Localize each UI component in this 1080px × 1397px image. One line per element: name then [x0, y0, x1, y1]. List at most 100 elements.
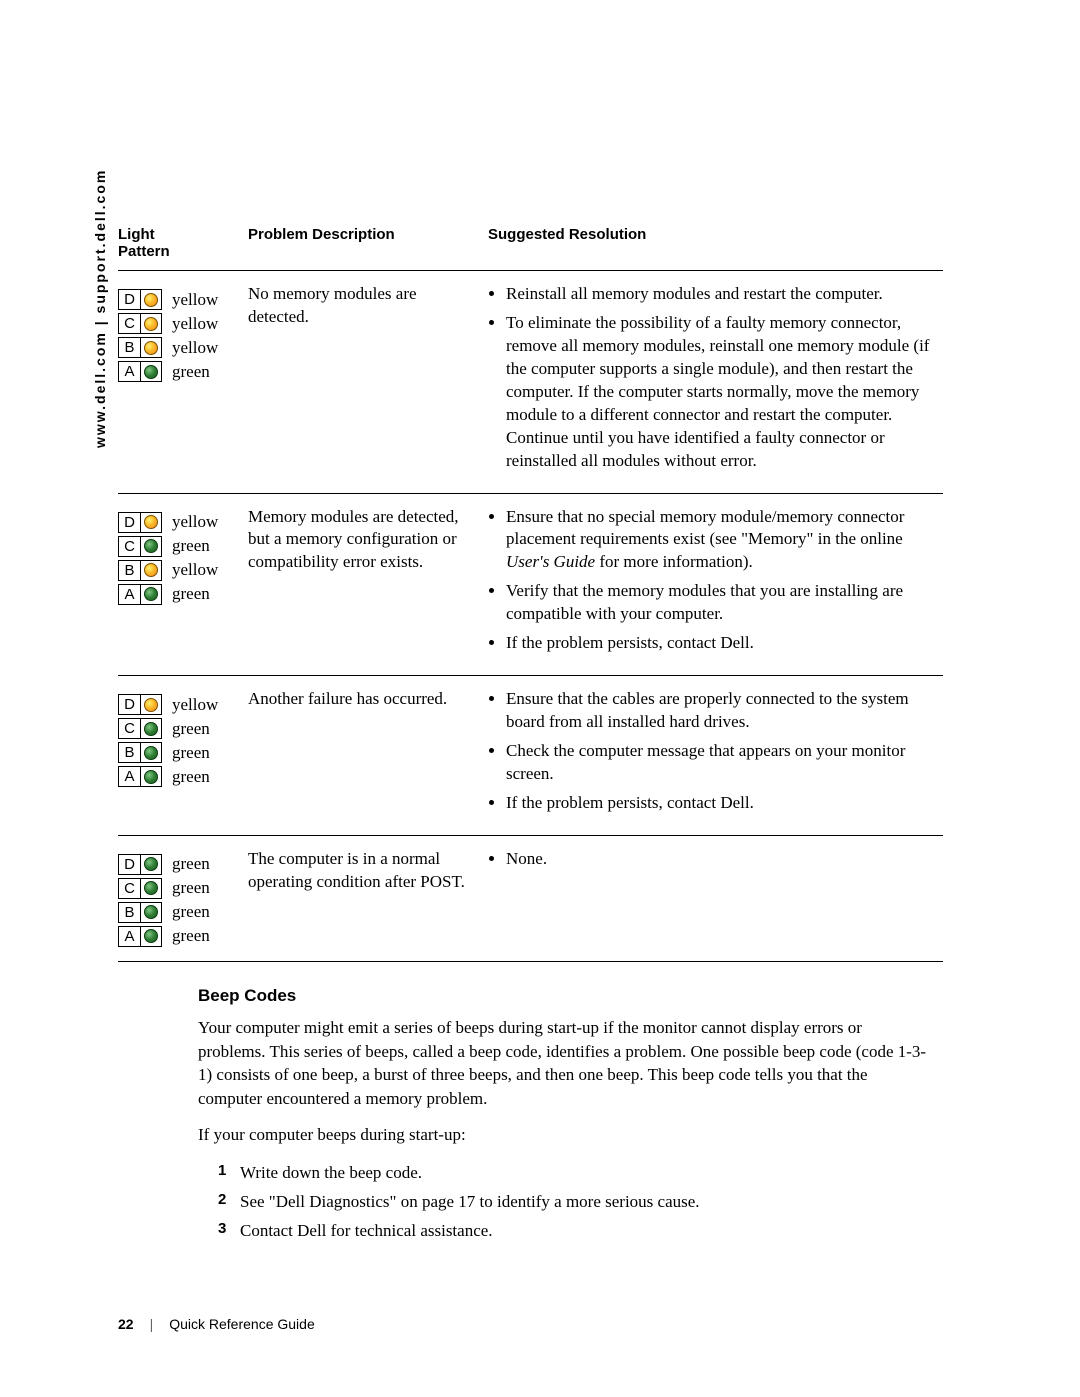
led-box: [140, 742, 162, 763]
th-pattern: Pattern: [118, 243, 170, 260]
led-box: [140, 766, 162, 787]
th-resolution: Suggested Resolution: [488, 226, 943, 271]
problem-cell: The computer is in a normal operating co…: [248, 835, 488, 961]
led-label: B: [118, 902, 140, 923]
led-color-name: yellow: [164, 695, 224, 715]
green-led-icon: [144, 929, 158, 943]
problem-text: No memory modules are detected.: [248, 283, 480, 329]
led-color-name: yellow: [164, 512, 224, 532]
problem-cell: Another failure has occurred.: [248, 676, 488, 836]
resolution-item: Check the computer message that appears …: [506, 740, 935, 786]
footer-title: Quick Reference Guide: [169, 1316, 315, 1332]
beep-steps: 1Write down the beep code.2See "Dell Dia…: [198, 1159, 928, 1245]
th-light-pattern: Light Pattern: [118, 226, 248, 271]
led-label: A: [118, 766, 140, 787]
resolution-list: Ensure that the cables are properly conn…: [488, 688, 935, 815]
resolution-item: Ensure that no special memory module/mem…: [506, 506, 935, 575]
step-item: 2See "Dell Diagnostics" on page 17 to id…: [218, 1188, 928, 1215]
green-led-icon: [144, 365, 158, 379]
led-color-name: green: [164, 926, 224, 946]
led-box: [140, 536, 162, 557]
led-label: B: [118, 560, 140, 581]
green-led-icon: [144, 722, 158, 736]
led-color-name: green: [164, 536, 224, 556]
led-box: [140, 926, 162, 947]
resolution-list: Reinstall all memory modules and restart…: [488, 283, 935, 473]
step-text: See "Dell Diagnostics" on page 17 to ide…: [240, 1188, 700, 1215]
yellow-led-icon: [144, 317, 158, 331]
led-color-name: green: [164, 584, 224, 604]
th-problem: Problem Description: [248, 226, 488, 271]
led-color-name: green: [164, 362, 224, 382]
resolution-list: Ensure that no special memory module/mem…: [488, 506, 935, 656]
led-label: C: [118, 313, 140, 334]
green-led-icon: [144, 587, 158, 601]
led-box: [140, 718, 162, 739]
led-box: [140, 584, 162, 605]
table-row: DgreenCgreenBgreenAgreenThe computer is …: [118, 835, 943, 961]
table-row: Dyellow Cgreen Byellow Agreen Memory modules…: [118, 493, 943, 676]
led-color-name: green: [164, 878, 224, 898]
resolution-item: None.: [506, 848, 935, 871]
led-color-name: green: [164, 902, 224, 922]
green-led-icon: [144, 881, 158, 895]
resolution-cell: Ensure that the cables are properly conn…: [488, 676, 943, 836]
green-led-icon: [144, 539, 158, 553]
green-led-icon: [144, 905, 158, 919]
resolution-item: To eliminate the possibility of a faulty…: [506, 312, 935, 473]
led-color-name: yellow: [164, 290, 224, 310]
page-content: Light Pattern Problem Description Sugges…: [118, 226, 943, 1246]
led-box: [140, 512, 162, 533]
green-led-icon: [144, 857, 158, 871]
yellow-led-icon: [144, 515, 158, 529]
light-pattern-cell: DyellowCgreenBgreenAgreen: [118, 676, 248, 836]
problem-text: Another failure has occurred.: [248, 688, 480, 711]
led-box: [140, 902, 162, 923]
resolution-list: None.: [488, 848, 935, 871]
resolution-item: If the problem persists, contact Dell.: [506, 632, 935, 655]
beep-p1: Your computer might emit a series of bee…: [198, 1016, 928, 1111]
led-box: [140, 361, 162, 382]
led-color-name: green: [164, 743, 224, 763]
table-row: DyellowCyellowByellowAgreenNo memory mod…: [118, 271, 943, 494]
resolution-item: Verify that the memory modules that you …: [506, 580, 935, 626]
beep-codes-section: Beep Codes Your computer might emit a se…: [198, 986, 928, 1245]
led-color-name: green: [164, 719, 224, 739]
led-color-name: green: [164, 767, 224, 787]
yellow-led-icon: [144, 341, 158, 355]
led-box: [140, 878, 162, 899]
resolution-item: Ensure that the cables are properly conn…: [506, 688, 935, 734]
led-label: C: [118, 718, 140, 739]
yellow-led-icon: [144, 563, 158, 577]
beep-p2: If your computer beeps during start-up:: [198, 1123, 928, 1147]
led-color-name: yellow: [164, 560, 224, 580]
led-color-name: yellow: [164, 314, 224, 334]
led-label: D: [118, 854, 140, 875]
problem-text: The computer is in a normal operating co…: [248, 848, 480, 894]
light-pattern-cell: DgreenCgreenBgreenAgreen: [118, 835, 248, 961]
light-pattern-cell: DyellowCyellowByellowAgreen: [118, 271, 248, 494]
led-label: D: [118, 289, 140, 310]
resolution-cell: None.: [488, 835, 943, 961]
sidebar-url: www.dell.com | support.dell.com: [92, 169, 108, 448]
led-label: A: [118, 584, 140, 605]
led-label: C: [118, 878, 140, 899]
problem-text: Memory modules are detected, but a memor…: [248, 506, 480, 575]
led-color-name: yellow: [164, 338, 224, 358]
led-box: [140, 289, 162, 310]
step-text: Write down the beep code.: [240, 1159, 422, 1186]
led-box: [140, 560, 162, 581]
step-number: 2: [218, 1188, 240, 1215]
page-footer: 22 | Quick Reference Guide: [118, 1316, 315, 1332]
led-box: [140, 854, 162, 875]
page-number: 22: [118, 1316, 134, 1332]
led-box: [140, 337, 162, 358]
step-number: 1: [218, 1159, 240, 1186]
green-led-icon: [144, 770, 158, 784]
footer-sep: |: [150, 1316, 154, 1332]
led-label: A: [118, 361, 140, 382]
led-label: C: [118, 536, 140, 557]
problem-cell: Memory modules are detected, but a memor…: [248, 493, 488, 676]
led-label: D: [118, 512, 140, 533]
light-pattern-cell: Dyellow Cgreen Byellow Agreen: [118, 493, 248, 676]
